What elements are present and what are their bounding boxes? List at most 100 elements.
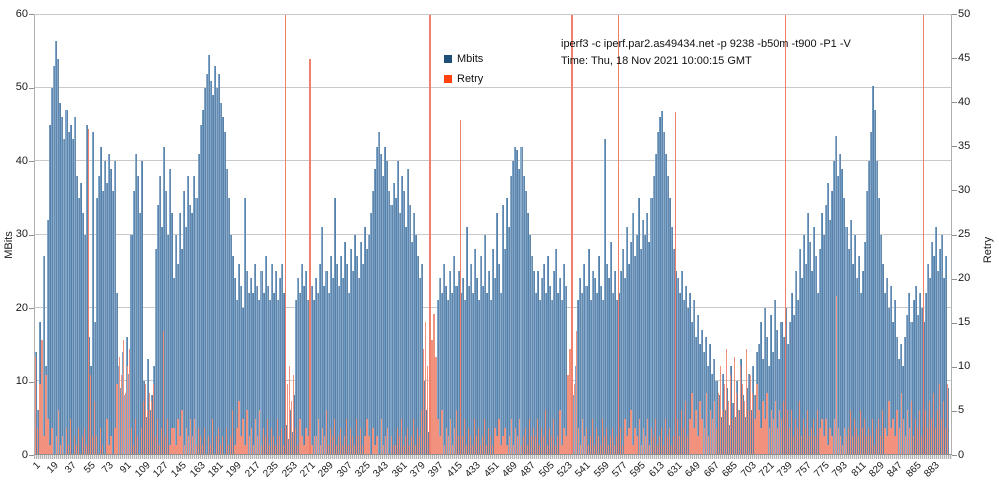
mbits-bar [73, 117, 76, 454]
retry-bar [691, 392, 693, 454]
bar-slot [374, 15, 377, 454]
retry-bar [920, 436, 923, 454]
retry-bar [565, 436, 567, 454]
retry-bar [439, 436, 441, 454]
retry-bar [520, 445, 522, 454]
retry-bar [411, 436, 413, 454]
retry-bar [494, 427, 496, 454]
y-axis-left-tick [29, 14, 34, 15]
mbits-bar [593, 278, 596, 454]
retry-bar [461, 436, 464, 454]
mbits-bar [77, 197, 80, 454]
mbits-bar [213, 66, 216, 454]
mbits-bar [520, 146, 523, 454]
bar-slot [301, 15, 304, 454]
bar-slot [329, 15, 332, 454]
bar-slot [526, 15, 529, 454]
bar-slot [886, 15, 889, 454]
bar-slot [408, 15, 411, 454]
retry-bar [532, 427, 535, 454]
retry-bar [92, 436, 94, 454]
bar-slot [599, 15, 602, 454]
bar-slot [737, 15, 740, 454]
mbits-bar [384, 146, 387, 454]
mbits-bar [685, 285, 688, 454]
retry-bar [729, 374, 732, 454]
bar-slot [380, 15, 383, 454]
bar-slot [87, 15, 90, 454]
bar-slot [445, 15, 448, 454]
retry-swatch-icon [444, 75, 452, 83]
bar-slot [646, 15, 649, 454]
mbits-bar [550, 300, 553, 454]
retry-bar [567, 374, 569, 454]
retry-bar [528, 418, 531, 454]
retry-bar [457, 436, 459, 454]
retry-bar [638, 418, 640, 454]
bar-slot [687, 15, 690, 454]
bar-slot [95, 15, 98, 454]
retry-bar [317, 418, 319, 454]
bar-slot [268, 15, 271, 454]
mbits-bar [81, 212, 84, 454]
retry-bar [514, 427, 516, 454]
bar-slot [280, 15, 283, 454]
retry-bar [624, 418, 626, 454]
retry-bar [886, 436, 888, 454]
retry-bar [839, 436, 841, 454]
retry-bar [248, 436, 250, 454]
bar-slot [429, 15, 432, 454]
mbits-bar [542, 263, 545, 454]
bar-slot [315, 15, 318, 454]
bar-slot [762, 15, 765, 454]
retry-bar [358, 436, 360, 454]
bar-slot [252, 15, 255, 454]
mbits-bar [552, 271, 555, 454]
bar-slot [189, 15, 192, 454]
bar-slot [337, 15, 340, 454]
bar-slot [804, 15, 807, 454]
retry-bar [589, 436, 591, 454]
retry-bar [242, 418, 244, 454]
mbits-bar [396, 161, 399, 454]
retry-bar [606, 427, 608, 454]
mbits-bar [875, 161, 878, 454]
bar-slot [743, 15, 746, 454]
bar-slot [412, 15, 415, 454]
bar-slot [585, 15, 588, 454]
mbits-bar [642, 219, 645, 454]
bar-slot [875, 15, 878, 454]
mbits-bar [666, 175, 669, 454]
retry-bar [805, 427, 807, 454]
retry-bar [744, 401, 746, 454]
retry-bar [681, 410, 683, 454]
bar-slot [922, 15, 925, 454]
bar-slot [118, 15, 121, 454]
bar-slot [57, 15, 60, 454]
mbits-bar [191, 212, 194, 454]
retry-bar [813, 418, 815, 454]
bar-slot [266, 15, 269, 454]
mbits-bar [815, 256, 818, 454]
retry-bar [522, 436, 524, 454]
retry-bar [408, 445, 411, 454]
mbits-bar [540, 278, 543, 454]
bar-slot [357, 15, 360, 454]
mbits-bar [932, 256, 935, 454]
bar-slot [837, 15, 840, 454]
y-axis-right-tick [952, 14, 957, 15]
retry-bar [463, 418, 466, 454]
retry-bar [664, 418, 667, 454]
retry-bar [102, 445, 104, 454]
mbits-bar [65, 110, 68, 454]
bar-slot [924, 15, 927, 454]
retry-bar [473, 418, 476, 454]
retry-bar [947, 383, 949, 454]
retry-bar [595, 427, 598, 454]
retry-bar [508, 436, 510, 454]
y-axis-right-tick [952, 455, 957, 456]
y-axis-right-tick [952, 234, 957, 236]
mbits-bar [386, 161, 389, 454]
retry-bar [772, 418, 774, 454]
retry-bar [815, 436, 817, 454]
